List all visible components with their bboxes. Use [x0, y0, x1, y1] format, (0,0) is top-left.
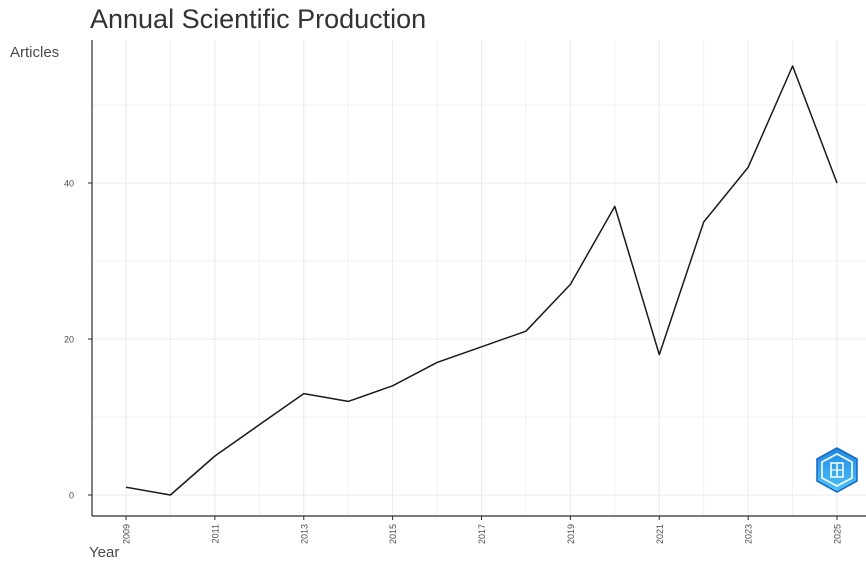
- series: [125, 65, 838, 496]
- data-point: [169, 494, 171, 496]
- y-tick-label: 40: [64, 179, 74, 189]
- y-tick-label: 0: [69, 491, 74, 501]
- axes: [88, 40, 866, 520]
- data-point: [436, 361, 438, 363]
- data-point: [481, 346, 483, 348]
- data-point: [792, 65, 794, 67]
- data-point: [258, 424, 260, 426]
- x-tick-label: 2013: [299, 524, 309, 544]
- chart-title: Annual Scientific Production: [90, 4, 427, 34]
- data-point: [658, 354, 660, 356]
- y-tick-label: 20: [64, 335, 74, 345]
- x-axis-label: Year: [89, 544, 120, 561]
- y-axis-label: Articles: [10, 44, 60, 61]
- data-point: [614, 205, 616, 207]
- data-point: [303, 393, 305, 395]
- x-tick-label: 2025: [833, 524, 843, 544]
- x-tick-label: 2019: [566, 524, 576, 544]
- x-tick-label: 2023: [744, 524, 754, 544]
- data-point: [525, 330, 527, 332]
- data-point: [703, 221, 705, 223]
- data-point: [836, 182, 838, 184]
- x-tick-label: 2021: [655, 524, 665, 544]
- grid-lines: [92, 40, 866, 516]
- data-point: [347, 400, 349, 402]
- data-point: [747, 166, 749, 168]
- x-tick-label: 2011: [210, 524, 220, 543]
- series-line-articles: [125, 65, 838, 496]
- x-tick-label: 2015: [388, 524, 398, 544]
- data-point: [569, 283, 571, 285]
- x-tick-label: 2017: [477, 524, 487, 544]
- shield-logo-icon: [814, 446, 860, 494]
- data-point: [125, 486, 127, 488]
- data-point: [214, 455, 216, 457]
- x-tick-label: 2009: [122, 524, 132, 544]
- tick-labels: 0 20 40 2009 2011 2013 2015 2017 2019 2021 2023 202…: [64, 179, 843, 545]
- data-point: [392, 385, 394, 387]
